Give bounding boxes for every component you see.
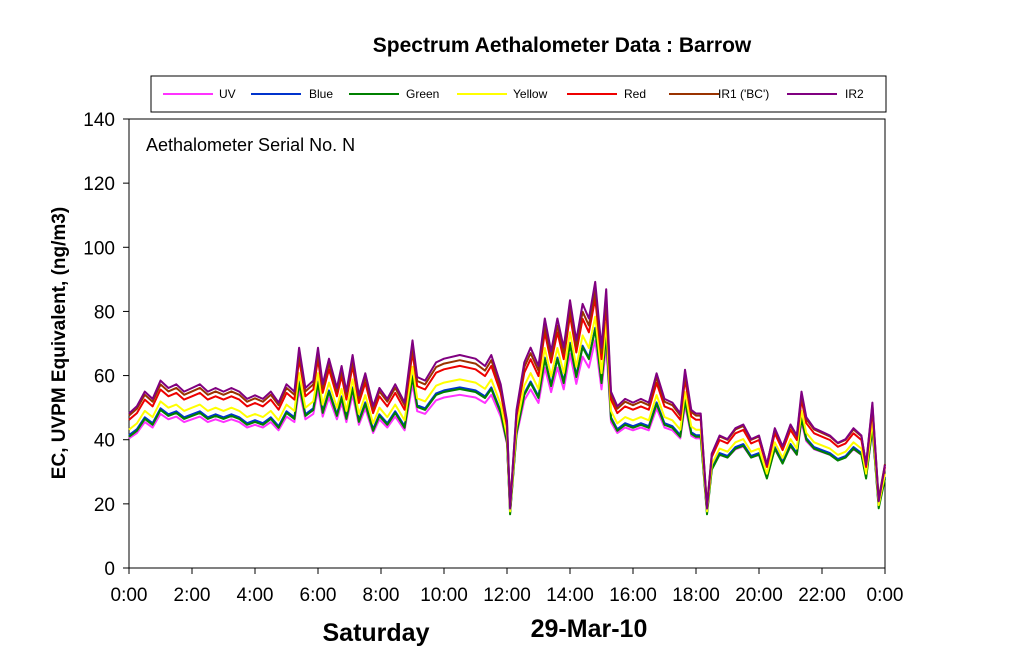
y-axis-label: EC, UVPM Equivalent, (ng/m3) bbox=[49, 207, 70, 479]
y-axis: 0 20 40 60 80 100 120 140 bbox=[83, 110, 129, 580]
series-group bbox=[128, 280, 886, 516]
legend-label: IR1 ('BC') bbox=[718, 87, 769, 101]
legend-label: Blue bbox=[309, 87, 333, 101]
y-tick-label: 40 bbox=[94, 431, 115, 452]
x-tick-label: 12:00 bbox=[483, 585, 531, 606]
x-tick-label: 22:00 bbox=[798, 585, 846, 606]
y-tick-label: 60 bbox=[94, 367, 115, 388]
legend-label: IR2 bbox=[845, 87, 864, 101]
x-tick-label: 4:00 bbox=[237, 585, 274, 606]
x-tick-label: 16:00 bbox=[609, 585, 657, 606]
legend-label: UV bbox=[219, 87, 236, 101]
x-tick-label: 0:00 bbox=[867, 585, 904, 606]
legend-label: Yellow bbox=[513, 87, 548, 101]
series-line bbox=[128, 280, 886, 510]
serial-number-annotation: Aethalometer Serial No. N bbox=[146, 135, 355, 155]
day-label: Saturday bbox=[323, 619, 430, 647]
y-tick-label: 20 bbox=[94, 495, 115, 516]
x-tick-label: 18:00 bbox=[672, 585, 720, 606]
y-tick-label: 120 bbox=[83, 174, 115, 195]
x-tick-label: 8:00 bbox=[363, 585, 400, 606]
chart-title: Spectrum Aethalometer Data : Barrow bbox=[373, 34, 752, 57]
series-line bbox=[128, 289, 886, 507]
y-tick-label: 100 bbox=[83, 238, 115, 259]
x-tick-label: 10:00 bbox=[420, 585, 468, 606]
y-tick-label: 0 bbox=[104, 559, 115, 580]
x-tick-label: 2:00 bbox=[174, 585, 211, 606]
y-tick-label: 140 bbox=[83, 110, 115, 131]
y-tick-label: 80 bbox=[94, 302, 115, 323]
x-tick-label: 6:00 bbox=[300, 585, 337, 606]
x-tick-label: 14:00 bbox=[546, 585, 594, 606]
x-tick-label: 20:00 bbox=[735, 585, 783, 606]
plot-area bbox=[128, 118, 886, 569]
legend: UV Blue Green Yellow Red IR1 ('BC') IR2 bbox=[150, 75, 887, 113]
series-line bbox=[128, 328, 886, 516]
series-line bbox=[128, 315, 886, 513]
series-line bbox=[128, 297, 886, 509]
x-tick-label: 0:00 bbox=[111, 585, 148, 606]
legend-label: Red bbox=[624, 87, 646, 101]
date-label: 29-Mar-10 bbox=[531, 615, 648, 643]
x-axis: 0:00 2:00 4:00 6:00 8:00 10:00 12:00 14:00 16:00… bbox=[111, 568, 904, 606]
legend-label: Green bbox=[406, 87, 439, 101]
